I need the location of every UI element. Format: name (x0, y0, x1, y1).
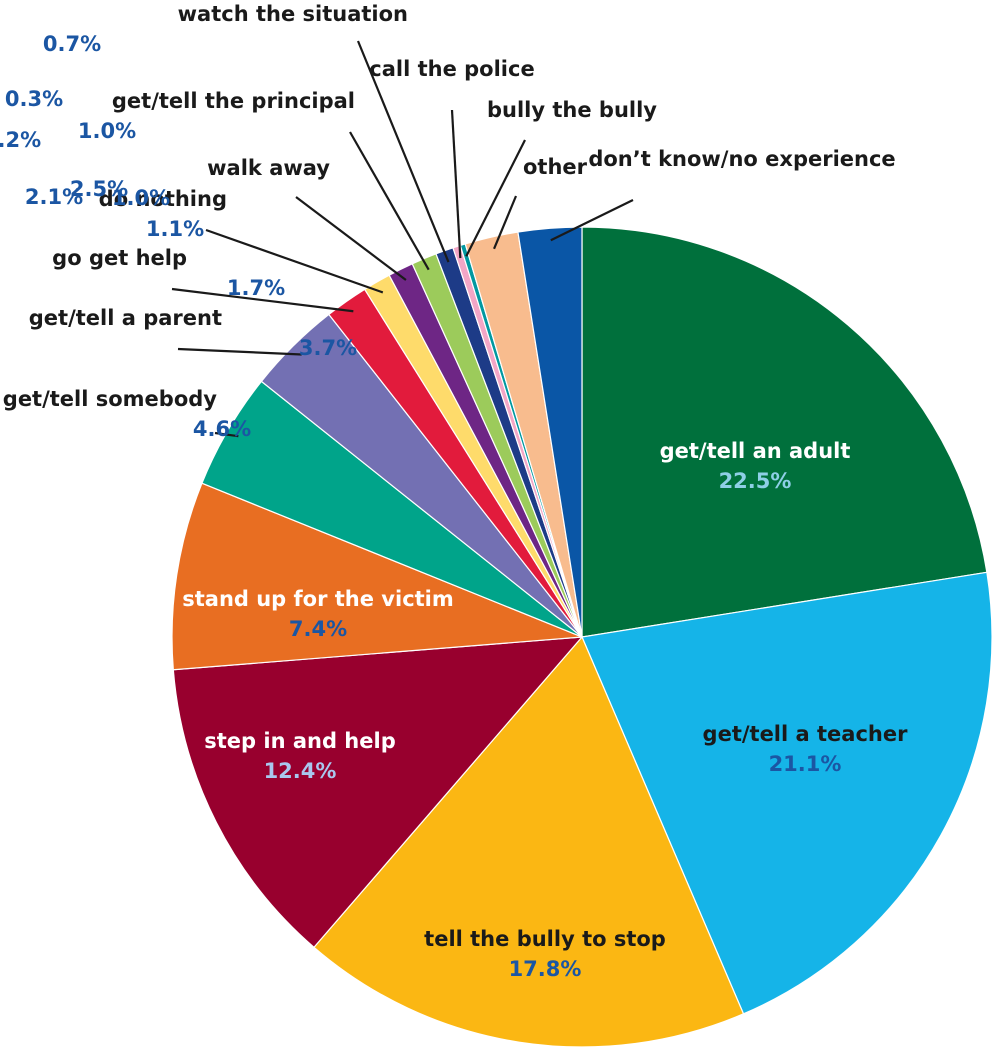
slice-label-8: do nothing (99, 187, 227, 211)
pie-slice-0 (581, 226, 988, 638)
slice-percent-7: 1.7% (227, 276, 285, 300)
slice-percent-12: 0.3% (5, 87, 63, 111)
slice-label-15: don’t know/no experience (588, 147, 895, 171)
labels-layer: get/tell an adult 22.5% get/tell a teacher… (0, 2, 908, 981)
leader-line-12 (450, 109, 462, 259)
leader-line-11 (356, 40, 450, 263)
slice-percent-0: 22.5% (719, 469, 792, 493)
leader-line-9 (295, 196, 407, 281)
slice-label-3: step in and help (204, 729, 395, 753)
slice-percent-5: 4.6% (193, 417, 251, 441)
slice-label-4: stand up for the victim (182, 587, 454, 611)
slice-percent-13: 0.2% (0, 128, 41, 152)
slice-label-6: get/tell a parent (29, 306, 222, 330)
slice-label-7: go get help (52, 246, 187, 270)
pie-slice-4 (171, 482, 583, 671)
leader-line-14 (493, 195, 518, 250)
leader-line-8 (205, 228, 384, 294)
leader-line-13 (465, 139, 526, 257)
slice-percent-14: 2.1% (25, 185, 83, 209)
slice-label-2: tell the bully to stop (424, 927, 666, 951)
leader-line-15 (550, 199, 634, 242)
slice-label-1: get/tell a teacher (703, 722, 909, 746)
pie-slice-2 (313, 635, 745, 1048)
leader-line-5 (214, 431, 239, 438)
slice-percent-1: 21.1% (769, 752, 842, 776)
leader-line-7 (171, 287, 354, 313)
slice-label-0: get/tell an adult (660, 439, 851, 463)
slice-percent-4: 7.4% (289, 617, 347, 641)
slice-percent-3: 12.4% (264, 759, 337, 783)
slice-percent-10: 1.0% (78, 119, 136, 143)
slice-label-12: call the police (369, 57, 534, 81)
slice-label-11: watch the situation (178, 2, 408, 26)
leader-lines-layer (171, 40, 634, 438)
slice-label-14: other (523, 155, 588, 179)
slice-percent-11: 0.7% (43, 32, 101, 56)
pie-slice-3 (172, 636, 584, 949)
slice-percent-8: 1.1% (146, 217, 204, 241)
slice-percent-15: 2.5% (70, 177, 128, 201)
slice-percent-6: 3.7% (299, 336, 357, 360)
slices-layer (171, 226, 993, 1048)
leader-line-10 (349, 131, 430, 271)
pie-slice-15 (517, 226, 583, 638)
slice-percent-9: 1.0% (112, 186, 170, 210)
slice-label-9: walk away (207, 156, 330, 180)
slice-percent-2: 17.8% (509, 957, 582, 981)
leader-line-6 (177, 347, 302, 356)
pie-slice-1 (581, 571, 993, 1015)
slice-label-13: bully the bully (487, 98, 657, 122)
slice-label-5: get/tell somebody (3, 387, 218, 411)
slice-label-10: get/tell the principal (112, 89, 355, 113)
